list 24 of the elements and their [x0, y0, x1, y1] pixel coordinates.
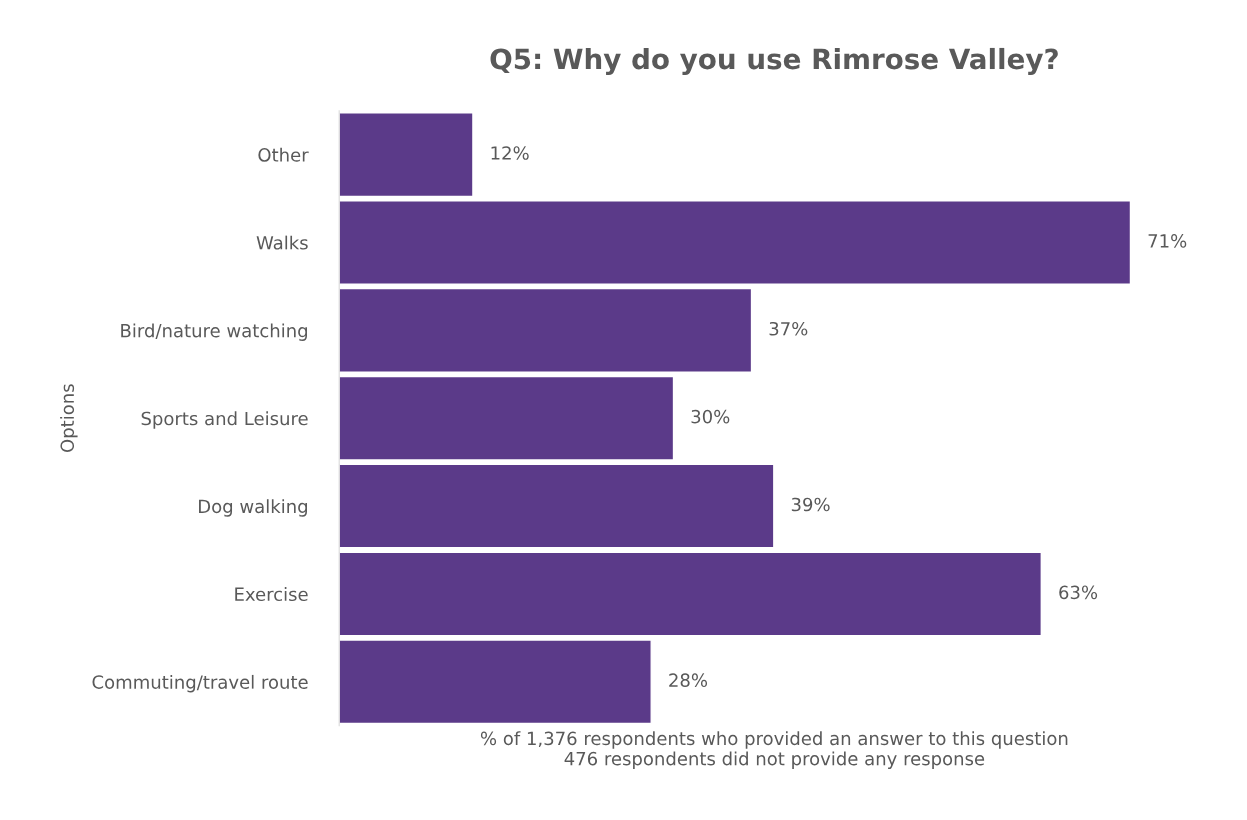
data-label: 30% [691, 409, 730, 424]
data-label: 37% [769, 321, 808, 336]
y-tick-label: Other [258, 147, 309, 162]
y-tick-label: Sports and Leisure [141, 411, 308, 429]
bar [339, 112, 474, 198]
data-label: 12% [491, 146, 529, 160]
chart-title: Q5: Why do you use Rimrose Valley? [490, 47, 1058, 76]
x-axis-title: % of 1,376 respondents who provided an answer to this question 476 respondents did not provide any response [480, 731, 1068, 769]
y-axis-title: Options [60, 384, 78, 453]
data-label: 39% [791, 497, 830, 512]
bar [339, 639, 652, 725]
bar [339, 200, 1132, 285]
y-tick-label: Walks [256, 235, 308, 250]
data-label: 71% [1148, 234, 1187, 248]
bar [339, 375, 675, 461]
y-tick-label: Bird/nature watching [121, 323, 307, 341]
bar [339, 287, 753, 373]
data-label: 63% [1059, 585, 1098, 600]
bar [339, 551, 1042, 637]
y-tick-label: Commuting/travel route [92, 674, 308, 693]
y-tick-label: Exercise [235, 587, 308, 602]
bar [339, 463, 775, 549]
data-label: 28% [669, 673, 708, 688]
y-tick-label: Dog walking [199, 499, 307, 517]
